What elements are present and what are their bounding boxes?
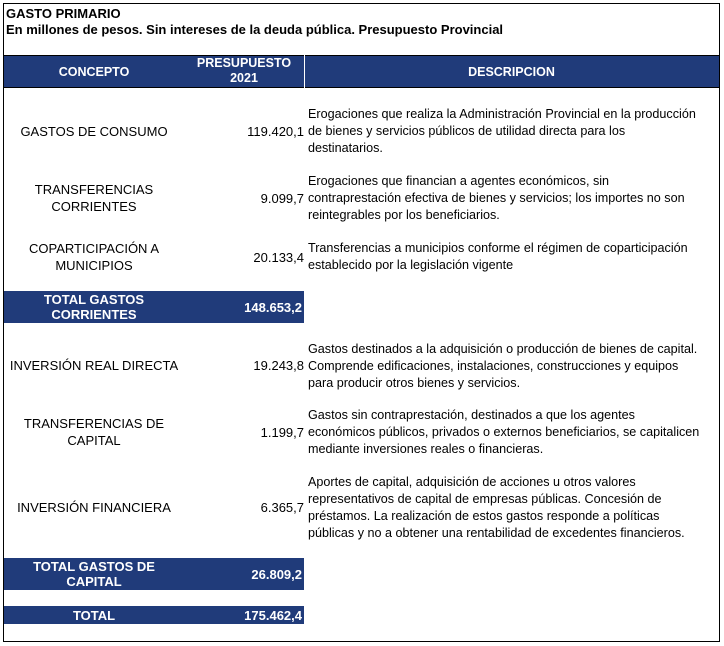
- total-label: CAPITAL: [66, 574, 122, 589]
- row-description-line: préstamos. La realización de estos gasto…: [308, 509, 660, 523]
- page-subtitle: En millones de pesos. Sin intereses de l…: [6, 22, 504, 37]
- total-row: TOTAL GASTOS CORRIENTES 148.653,2: [4, 291, 304, 323]
- row-value: 20.133,4: [253, 250, 304, 265]
- total-label: TOTAL GASTOS: [43, 292, 145, 307]
- row-description-line: públicas y no a obtener una rentabilidad…: [308, 526, 685, 540]
- header-concept: CONCEPTO: [58, 65, 130, 79]
- grand-total-row: TOTAL 175.462,4: [4, 606, 304, 624]
- row-concept: MUNICIPIOS: [55, 258, 133, 273]
- row-description-line: contraprestación efectiva de bienes y se…: [308, 191, 685, 205]
- row-description-line: Gastos sin contraprestación, destinados …: [308, 408, 635, 422]
- total-label: TOTAL GASTOS DE: [33, 559, 155, 574]
- row-description-line: Transferencias a municipios conforme el …: [308, 241, 688, 255]
- header-budget-line2: 2021: [230, 71, 258, 85]
- row-description-line: Gastos destinados a la adquisición o pro…: [308, 342, 698, 356]
- row-description-line: Aportes de capital, adquisición de accio…: [308, 475, 636, 489]
- grand-total-label: TOTAL: [72, 608, 116, 623]
- row-concept: CORRIENTES: [51, 199, 137, 214]
- band-separator: [4, 290, 304, 291]
- row-concept: CAPITAL: [67, 433, 121, 448]
- total-label: CORRIENTES: [51, 307, 137, 322]
- header-divider: [304, 55, 305, 88]
- row-description-line: para producir otros bienes y servicios.: [308, 376, 521, 390]
- row-concept: TRANSFERENCIAS: [34, 182, 154, 197]
- row-description-line: de bienes y servicios públicos de utilid…: [308, 124, 626, 138]
- row-description-line: Erogaciones que financian a agentes econ…: [308, 174, 610, 188]
- row-concept: COPARTICIPACIÓN A: [28, 241, 160, 256]
- table-header: CONCEPTO PRESUPUESTO 2021 DESCRIPCION: [4, 55, 719, 88]
- header-budget-line1: PRESUPUESTO: [196, 56, 292, 70]
- page-title: GASTO PRIMARIO: [6, 6, 121, 21]
- row-description-line: representativos de capital de empresas p…: [308, 492, 662, 506]
- grand-total-value: 175.462,4: [244, 608, 302, 623]
- table-frame: [3, 3, 720, 642]
- row-description-line: reintegrables por los beneficiarios.: [308, 208, 500, 222]
- row-concept: INVERSIÓN FINANCIERA: [17, 500, 171, 515]
- row-value: 119.420,1: [247, 124, 304, 139]
- row-value: 9.099,7: [260, 191, 304, 206]
- total-row: TOTAL GASTOS DE CAPITAL 26.809,2: [4, 558, 304, 590]
- row-description-line: Erogaciones que realiza la Administració…: [308, 107, 696, 121]
- row-value: 6.365,7: [260, 500, 304, 515]
- band-separator: [4, 605, 304, 606]
- row-value: 19.243,8: [253, 358, 304, 373]
- total-value: 148.653,2: [244, 300, 302, 315]
- row-description-line: económicos públicos, privados o externos…: [308, 425, 700, 439]
- row-value: 1.199,7: [260, 425, 304, 440]
- row-description-line: establecido por la legislación vigente: [308, 258, 514, 272]
- row-concept: TRANSFERENCIAS DE: [23, 416, 165, 431]
- row-concept: INVERSIÓN REAL DIRECTA: [9, 358, 179, 373]
- row-concept: GASTOS DE CONSUMO: [20, 124, 168, 139]
- row-description-line: destinatarios.: [308, 141, 383, 155]
- header-description: DESCRIPCION: [468, 65, 555, 79]
- row-description-line: Comprende edificaciones, instalaciones, …: [308, 359, 679, 373]
- total-value: 26.809,2: [251, 567, 302, 582]
- band-separator: [4, 557, 304, 558]
- row-description-line: mediante inversiones reales o financiera…: [308, 442, 544, 456]
